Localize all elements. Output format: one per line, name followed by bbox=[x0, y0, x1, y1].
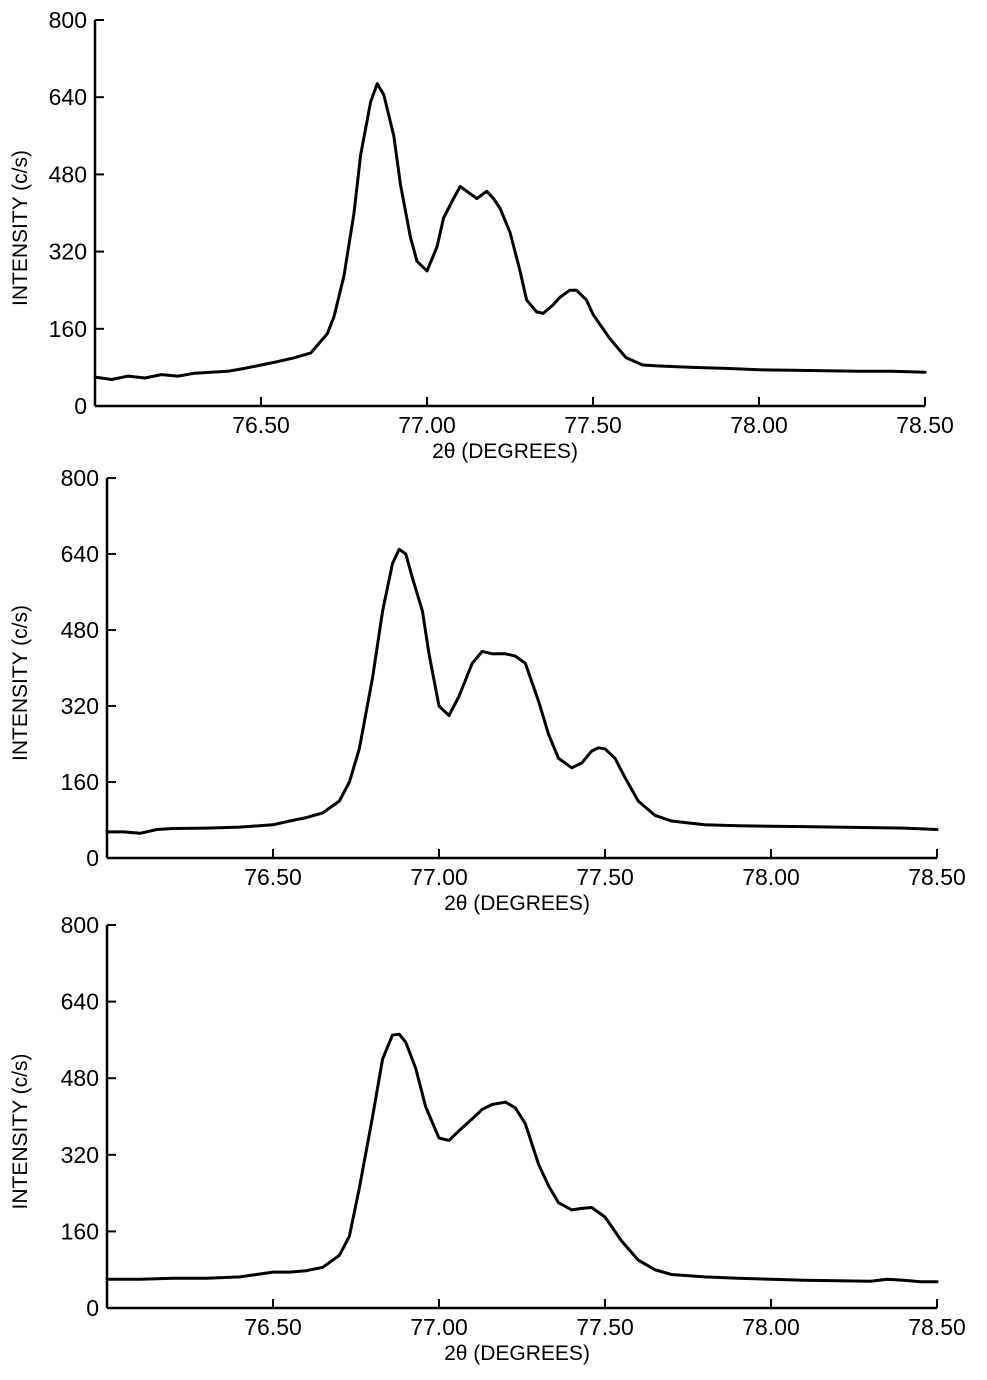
y-tick-label: 640 bbox=[61, 989, 99, 1015]
chart-panel-3: 0 160 320 480 640 800 76.50 77.00 77.50 78.00 78.5… bbox=[9, 912, 966, 1365]
x-tick-label: 77.50 bbox=[576, 864, 634, 890]
x-axis-label: 2θ (DEGREES) bbox=[432, 440, 578, 463]
y-tick-label: 320 bbox=[49, 239, 87, 265]
x-tick-label: 76.50 bbox=[232, 412, 290, 438]
chart-panel-1: 0 160 320 480 640 800 76.50 77.00 77.50 78.00 78.5… bbox=[9, 7, 954, 463]
x-tick-label: 77.00 bbox=[410, 1314, 468, 1340]
x-tick-label: 76.50 bbox=[244, 864, 302, 890]
y-tick-label: 0 bbox=[86, 1295, 99, 1321]
y-axis-label: INTENSITY (c/s) bbox=[9, 605, 32, 761]
y-tick-label: 800 bbox=[61, 912, 99, 938]
series-line bbox=[105, 1032, 939, 1284]
y-tick-label: 0 bbox=[74, 393, 87, 419]
x-tick-label: 77.00 bbox=[410, 864, 468, 890]
x-tick-label: 78.50 bbox=[896, 412, 954, 438]
series-line bbox=[105, 547, 939, 835]
y-tick-label: 640 bbox=[49, 84, 87, 110]
x-axis-label: 2θ (DEGREES) bbox=[444, 892, 590, 915]
y-tick-label: 480 bbox=[49, 161, 87, 187]
y-axis-label: INTENSITY (c/s) bbox=[9, 150, 32, 306]
y-tick-label: 480 bbox=[61, 617, 99, 643]
x-tick-label: 78.50 bbox=[908, 864, 966, 890]
y-tick-label: 0 bbox=[86, 845, 99, 871]
x-tick-label: 78.00 bbox=[730, 412, 788, 438]
x-tick-label: 78.50 bbox=[908, 1314, 966, 1340]
y-tick-label: 320 bbox=[61, 693, 99, 719]
y-tick-label: 640 bbox=[61, 541, 99, 567]
x-tick-label: 77.00 bbox=[398, 412, 456, 438]
y-axis-label: INTENSITY (c/s) bbox=[9, 1054, 32, 1210]
y-tick-label: 800 bbox=[61, 465, 99, 491]
x-tick-label: 77.50 bbox=[576, 1314, 634, 1340]
y-tick-label: 800 bbox=[49, 7, 87, 33]
series-line bbox=[93, 82, 927, 381]
y-tick-label: 160 bbox=[61, 1218, 99, 1244]
y-tick-label: 160 bbox=[61, 769, 99, 795]
x-axis-label: 2θ (DEGREES) bbox=[444, 1342, 590, 1365]
x-tick-label: 76.50 bbox=[244, 1314, 302, 1340]
y-tick-label: 320 bbox=[61, 1142, 99, 1168]
x-tick-label: 77.50 bbox=[564, 412, 622, 438]
chart-panel-2: 0 160 320 480 640 800 76.50 77.00 77.50 78.00 78.5… bbox=[9, 465, 966, 915]
y-tick-label: 160 bbox=[49, 316, 87, 342]
y-tick-label: 480 bbox=[61, 1065, 99, 1091]
x-tick-label: 78.00 bbox=[742, 864, 800, 890]
x-tick-label: 78.00 bbox=[742, 1314, 800, 1340]
